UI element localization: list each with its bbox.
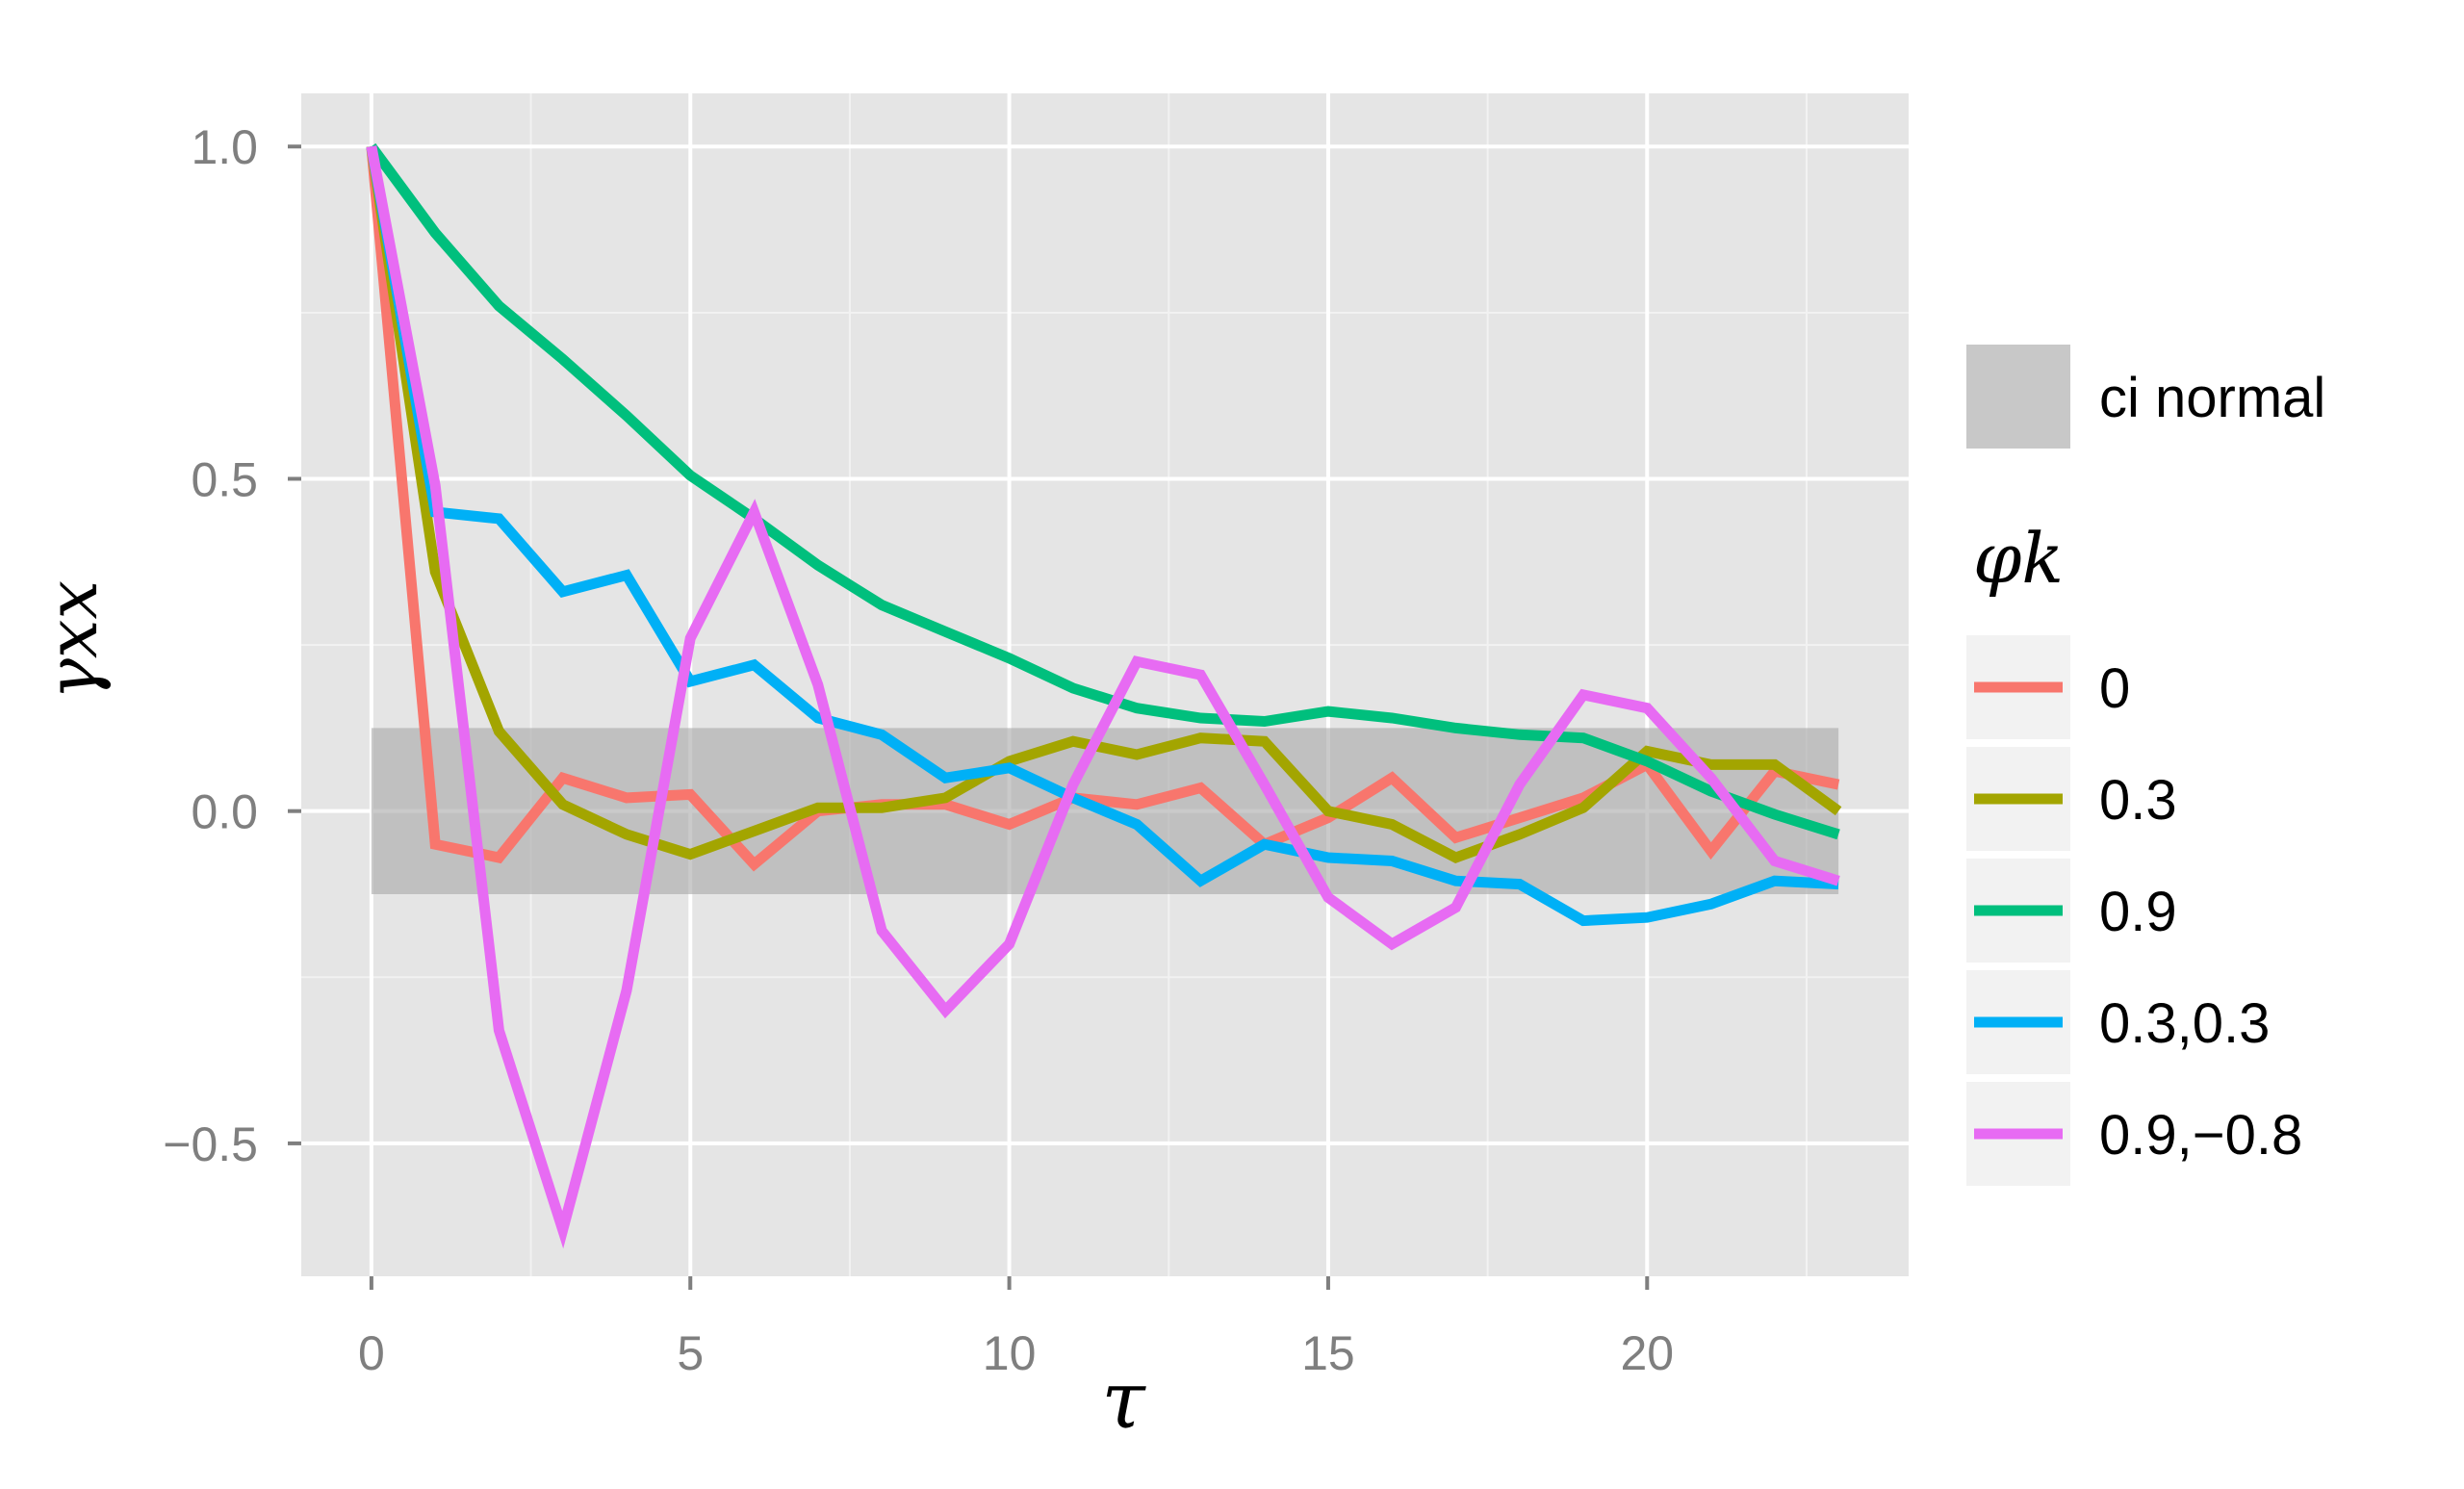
x-tick-label: 0 bbox=[358, 1326, 385, 1380]
y-axis-title: γxx bbox=[32, 580, 113, 700]
x-tick-label: 5 bbox=[677, 1326, 704, 1380]
legend: ci normal φk 0 0.3 0.9 0.3,0.3 0.9,−0.8 bbox=[1966, 345, 2325, 1186]
series-line-0.3,0.3 bbox=[366, 145, 1839, 927]
series-layer bbox=[366, 142, 1842, 1249]
x-axis-title: τ bbox=[1101, 1355, 1146, 1447]
legend-label: 0.3,0.3 bbox=[2099, 992, 2270, 1055]
legend-label: 0 bbox=[2099, 657, 2130, 720]
y-tick-label: 1.0 bbox=[191, 120, 258, 174]
series-line-0.9 bbox=[367, 142, 1840, 840]
y-tick-label: −0.5 bbox=[163, 1117, 258, 1171]
series-line-0.9,−0.8 bbox=[366, 145, 1840, 1249]
legend-title: φk bbox=[1973, 518, 2064, 599]
legend-label: 0.3 bbox=[2099, 769, 2177, 832]
legend-ci-label: ci normal bbox=[2099, 367, 2325, 429]
x-tick-label: 20 bbox=[1620, 1326, 1674, 1380]
x-tick-label: 15 bbox=[1301, 1326, 1355, 1380]
x-tick-label: 10 bbox=[983, 1326, 1037, 1380]
minor-gridlines bbox=[301, 93, 1909, 1276]
series-line-0.3 bbox=[366, 145, 1842, 863]
legend-ci-swatch bbox=[1966, 345, 2070, 449]
y-tick-label: 0.0 bbox=[191, 785, 258, 839]
legend-label: 0.9,−0.8 bbox=[2099, 1104, 2302, 1167]
plot-panel bbox=[301, 93, 1909, 1276]
legend-label: 0.9 bbox=[2099, 881, 2177, 943]
x-axis-ticks: 0 5 10 15 20 bbox=[358, 1276, 1674, 1380]
legend-items: 0 0.3 0.9 0.3,0.3 0.9,−0.8 bbox=[1966, 635, 2302, 1186]
y-tick-label: 0.5 bbox=[191, 452, 258, 506]
y-axis-ticks: −0.5 0.0 0.5 1.0 bbox=[163, 120, 301, 1171]
